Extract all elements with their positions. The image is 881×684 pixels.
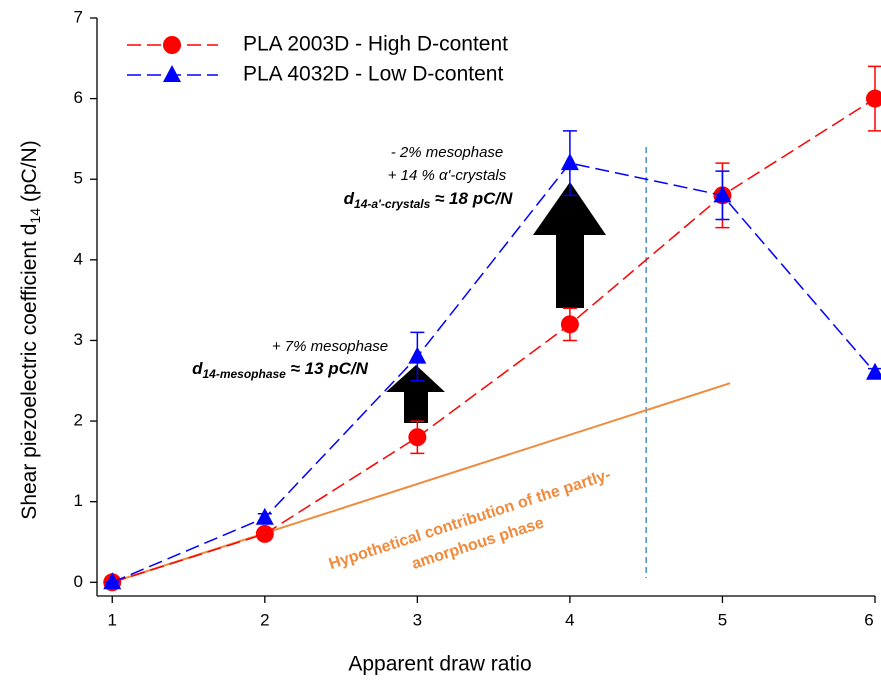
marker — [255, 524, 274, 543]
marker — [713, 185, 732, 203]
y-tick-label: 7 — [74, 7, 83, 26]
x-tick-label: 4 — [565, 610, 574, 629]
reference-label: Hypothetical contribution of the partly- — [327, 466, 613, 573]
marker — [103, 572, 122, 590]
annotation: d14-mesophase ≈ 13 pC/N — [192, 359, 369, 381]
annotation: + 7% mesophase — [272, 338, 388, 355]
legend-marker — [163, 65, 181, 82]
x-tick-label: 6 — [864, 610, 873, 629]
y-tick-label: 2 — [74, 411, 83, 430]
annotation-part: d — [344, 189, 355, 208]
x-tick-label: 1 — [108, 610, 117, 629]
x-tick-label: 5 — [718, 610, 727, 629]
y-tick-label: 4 — [74, 249, 83, 268]
series-line — [112, 97, 876, 584]
x-tick-label: 3 — [413, 610, 422, 629]
arrow — [533, 182, 606, 308]
annotation-part: d — [192, 359, 203, 378]
annotation: d14-a'-crystals ≈ 18 pC/N — [344, 189, 513, 211]
marker — [255, 507, 274, 525]
marker — [866, 89, 881, 108]
annotation: - 2% mesophase — [391, 144, 504, 161]
x-tick-label: 2 — [260, 610, 269, 629]
x-axis-label: Apparent draw ratio — [348, 653, 531, 676]
y-axis-label: Shear piezoelectric coefficient d14 (pC/… — [18, 140, 43, 519]
annotation-sub: 14-a'-crystals — [354, 197, 431, 211]
arrow — [386, 365, 445, 423]
marker — [408, 346, 427, 364]
y-tick-label: 1 — [74, 491, 83, 510]
legend-marker — [163, 36, 181, 54]
annotation-part: ≈ 18 pC/N — [430, 189, 513, 208]
marker — [560, 315, 579, 334]
marker — [866, 362, 881, 380]
legend-label: PLA 2003D - High D-content — [243, 33, 508, 56]
annotation: + 14 % α'-crystals — [388, 167, 507, 184]
legend-label: PLA 4032D - Low D-content — [243, 63, 503, 86]
annotation-part: ≈ 13 pC/N — [286, 359, 369, 378]
marker — [560, 153, 579, 171]
annotation-sub: 14-mesophase — [202, 367, 286, 381]
y-tick-label: 5 — [74, 169, 83, 188]
y-tick-label: 3 — [74, 330, 83, 349]
y-label-main: Shear piezoelectric coefficient d — [18, 224, 41, 520]
y-tick-label: 6 — [74, 88, 83, 107]
y-label-sub: 14 — [27, 208, 43, 224]
y-label-unit: (pC/N) — [18, 140, 41, 208]
series-line — [111, 162, 876, 583]
marker — [408, 428, 427, 447]
y-tick-label: 0 — [74, 572, 83, 591]
